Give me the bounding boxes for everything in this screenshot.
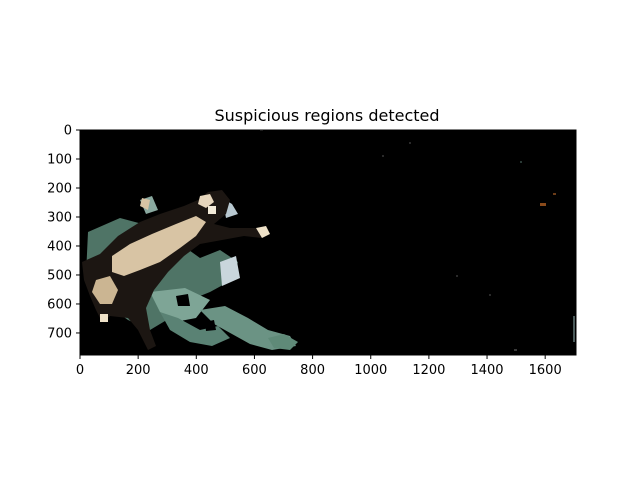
image-panel <box>79 129 577 356</box>
y-tick-label: 500 <box>47 268 72 283</box>
y-tick-label: 600 <box>47 297 72 312</box>
x-tick-label: 0 <box>76 363 84 378</box>
x-tick-label: 1400 <box>470 363 503 378</box>
y-tick-label: 700 <box>47 326 72 341</box>
x-tick-label: 800 <box>300 363 325 378</box>
x-tick-label: 1600 <box>529 363 562 378</box>
x-tick-label: 600 <box>242 363 267 378</box>
y-tick-label: 400 <box>47 239 72 254</box>
x-tick-label: 1200 <box>412 363 445 378</box>
y-axis: 0 100 200 300 400 500 600 700 <box>47 124 80 341</box>
x-axis: 0 200 400 600 800 1000 1200 1400 1600 <box>76 355 562 378</box>
x-tick-label: 400 <box>184 363 209 378</box>
y-tick-label: 300 <box>47 210 72 225</box>
cat-figure <box>82 190 270 350</box>
y-tick-label: 100 <box>47 152 72 167</box>
y-tick-label: 0 <box>64 124 72 139</box>
plot-title: Suspicious regions detected <box>214 106 439 125</box>
axes-frame <box>79 129 577 356</box>
x-tick-label: 1000 <box>354 363 387 378</box>
x-tick-label: 200 <box>126 363 151 378</box>
y-tick-label: 200 <box>47 181 72 196</box>
